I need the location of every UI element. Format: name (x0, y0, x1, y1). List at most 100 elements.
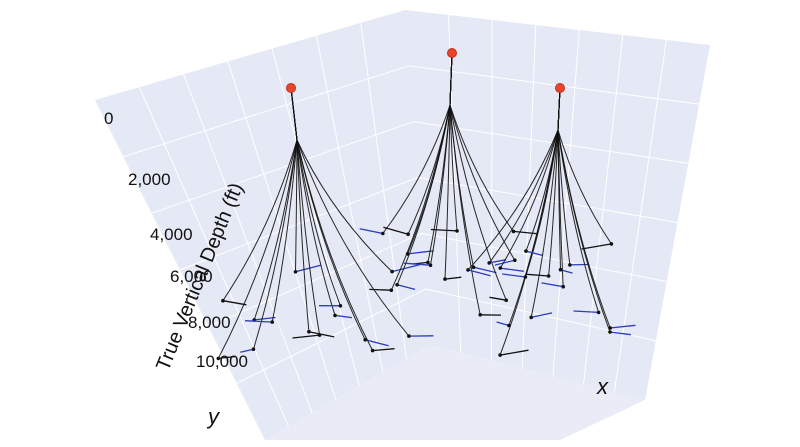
well-landing-point (561, 284, 565, 289)
z-tick-label: 8,000 (188, 313, 231, 332)
well-landing-point (558, 267, 563, 272)
well-lateral (308, 331, 335, 338)
well-lateral (245, 320, 273, 323)
well-lateral (334, 314, 352, 319)
well-lateral (240, 348, 254, 353)
well-pad-group (216, 83, 434, 361)
well-trajectory (407, 52, 453, 235)
well-landing-point (338, 304, 343, 308)
well-lateral (372, 348, 395, 352)
well-lateral (218, 355, 236, 360)
well-lateral (369, 288, 392, 291)
well-landing-point (443, 277, 447, 281)
well-landing-point (363, 338, 368, 342)
well-landing-point (466, 268, 470, 272)
well-landing-point (513, 258, 517, 263)
well-trajectory (222, 87, 298, 301)
back-pane-left (95, 10, 430, 440)
well-landing-point (293, 270, 298, 274)
well-landing-point (381, 231, 385, 236)
well-landing-point (307, 329, 311, 334)
well-lateral (359, 228, 383, 235)
well-lateral (407, 250, 434, 255)
well-lateral (365, 339, 389, 347)
grid-line (208, 232, 422, 328)
well-trajectory (290, 87, 341, 306)
back-pane-right (405, 10, 710, 400)
z-tick-label: 4,000 (150, 225, 193, 244)
x-axis-letter: x (596, 374, 609, 399)
well-landing-point (317, 333, 322, 337)
grid-line (151, 121, 414, 214)
well-lateral (573, 310, 599, 314)
pad-surface-marker (447, 48, 457, 58)
well-landing-point (511, 229, 516, 234)
well-trajectory (382, 52, 453, 234)
grid-line (123, 65, 410, 158)
well-landing-point (395, 283, 399, 287)
well-landing-point (568, 263, 572, 267)
well-landing-point (524, 249, 528, 253)
well-lateral (391, 264, 420, 273)
grid-line (421, 232, 667, 283)
well-landing-point (529, 315, 533, 320)
well-landing-point (426, 260, 430, 265)
well-lateral (526, 273, 549, 277)
well-lateral (541, 282, 564, 288)
well-lateral (494, 259, 515, 266)
well-lateral (467, 269, 491, 277)
floor-pane (265, 345, 645, 440)
well-lateral (500, 267, 524, 272)
well-lateral (560, 269, 573, 274)
well-trajectory (449, 52, 514, 232)
well-trajectory (449, 52, 507, 301)
well-trajectory (530, 87, 561, 318)
well-landing-point (609, 242, 614, 246)
grid-line (417, 177, 678, 223)
well-lateral (502, 273, 526, 278)
well-trajectory (430, 52, 453, 266)
y-axis-letter: y (206, 404, 221, 429)
well-landing-point (333, 313, 337, 318)
well-lateral (396, 284, 416, 291)
well-lateral (489, 259, 507, 264)
well-lateral (525, 250, 544, 257)
well-landing-point (498, 266, 503, 270)
well-trajectory (449, 52, 481, 315)
well-landing-point (407, 334, 411, 338)
well-landing-point (596, 310, 601, 315)
well-trajectory (557, 87, 611, 329)
well-lateral (473, 266, 497, 274)
well-landing-point (498, 353, 502, 357)
z-tick-label: 6,000 (170, 267, 213, 286)
well-lateral (610, 324, 636, 329)
well-pad-group (466, 83, 636, 357)
z-tick-label: 10,000 (196, 352, 248, 371)
well-landing-point (546, 274, 551, 278)
well-trajectory (290, 87, 393, 272)
well-landing-point (608, 330, 612, 334)
well-lateral (444, 276, 462, 280)
well-lateral (403, 262, 431, 266)
well-landing-point (406, 232, 410, 236)
well-lateral (496, 321, 510, 327)
well-landing-point (455, 229, 459, 233)
well-trajectory (253, 87, 298, 350)
grid-line (409, 65, 700, 105)
well-trajectory (488, 87, 561, 264)
z-tick-label: 2,000 (128, 170, 171, 189)
well-landing-point (487, 261, 492, 265)
well-landing-point (389, 288, 394, 293)
well-lateral (430, 228, 458, 232)
well-landing-point (405, 252, 410, 256)
pad-surface-marker (555, 83, 565, 93)
well-landing-point (471, 265, 476, 270)
well-trajectory (499, 87, 561, 269)
grid-line (179, 177, 418, 271)
well-lateral (383, 226, 409, 235)
z-tick-label: 0 (104, 109, 113, 128)
well-lateral (222, 300, 247, 306)
well-trajectory (557, 87, 571, 265)
well-trajectory (557, 87, 612, 245)
well-trajectory (444, 52, 453, 280)
